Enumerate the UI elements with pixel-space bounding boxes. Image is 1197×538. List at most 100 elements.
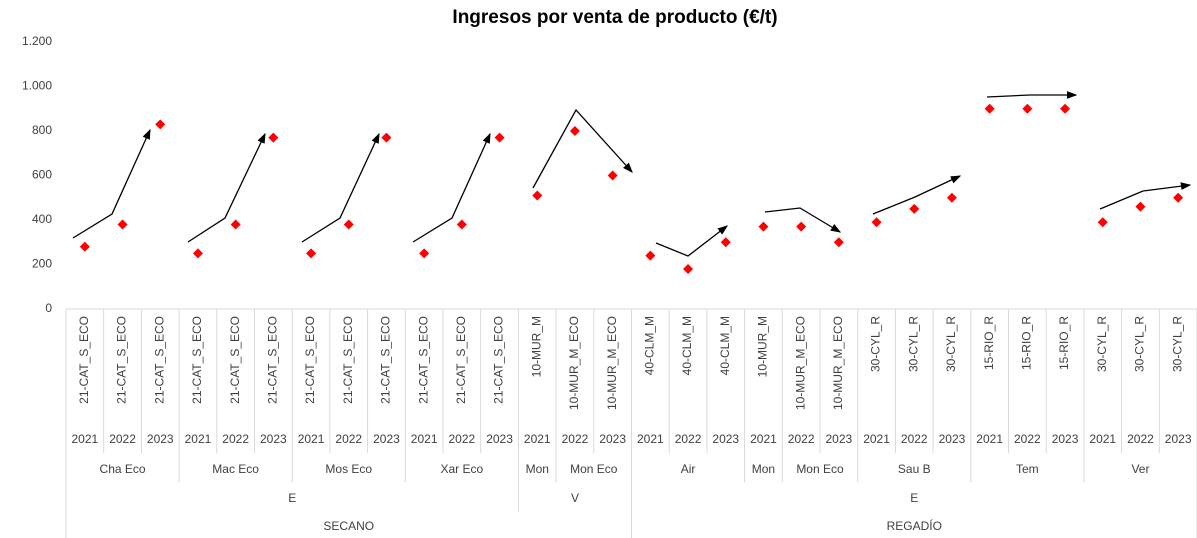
x-tick-label: 30-CYL_R xyxy=(906,316,920,372)
group-label: Mon xyxy=(752,462,775,476)
group-label: Mos Eco xyxy=(325,462,372,476)
year-label: 2021 xyxy=(185,432,212,446)
year-label: 2021 xyxy=(411,432,438,446)
x-tick-label: 21-CAT_S_ECO xyxy=(492,316,506,404)
x-tick-label: 40-CLM_M xyxy=(718,316,732,375)
marker xyxy=(1135,201,1146,212)
x-tick-label: 21-CAT_S_ECO xyxy=(379,316,393,404)
x-tick-label: 21-CAT_S_ECO xyxy=(77,316,91,404)
x-tick-label: 10-MUR_M_ECO xyxy=(605,316,619,410)
marker xyxy=(946,192,957,203)
marker xyxy=(645,250,656,261)
group-label: Sau B xyxy=(898,462,931,476)
x-tick-label: 40-CLM_M xyxy=(680,316,694,375)
group-label: Air xyxy=(681,462,696,476)
x-tick-label: 21-CAT_S_ECO xyxy=(266,316,280,404)
year-label: 2023 xyxy=(939,432,966,446)
x-tick-label: 21-CAT_S_ECO xyxy=(454,316,468,404)
marker xyxy=(155,119,166,130)
year-label: 2023 xyxy=(1052,432,1079,446)
year-label: 2021 xyxy=(863,432,890,446)
x-tick-label: 15-RIO_R xyxy=(1020,316,1034,370)
year-label: 2022 xyxy=(448,432,475,446)
x-tick-label: 30-CYL_R xyxy=(944,316,958,372)
x-tick-label: 21-CAT_S_ECO xyxy=(115,316,129,404)
marker xyxy=(419,248,430,259)
level-label: V xyxy=(571,491,579,505)
marker xyxy=(79,241,90,252)
x-tick-label: 21-CAT_S_ECO xyxy=(341,316,355,404)
marker xyxy=(1173,192,1184,203)
group-label: Xar Eco xyxy=(441,462,484,476)
group-label: Mon xyxy=(526,462,549,476)
chart-title: Ingresos por venta de producto (€/t) xyxy=(452,7,777,28)
marker xyxy=(268,132,279,143)
x-tick-label: 10-MUR_M_ECO xyxy=(831,316,845,410)
year-label: 2021 xyxy=(524,432,551,446)
year-label: 2023 xyxy=(825,432,852,446)
group-label: Mon Eco xyxy=(570,462,618,476)
year-label: 2023 xyxy=(373,432,400,446)
year-label: 2023 xyxy=(712,432,739,446)
marker xyxy=(306,248,317,259)
year-label: 2022 xyxy=(788,432,815,446)
marker xyxy=(909,203,920,214)
year-label: 2021 xyxy=(71,432,98,446)
marker xyxy=(343,219,354,230)
year-label: 2023 xyxy=(1165,432,1192,446)
marker xyxy=(796,221,807,232)
year-label: 2021 xyxy=(298,432,325,446)
x-tick-label: 30-CYL_R xyxy=(1170,316,1184,372)
year-label: 2023 xyxy=(147,432,174,446)
group-label: Ver xyxy=(1131,462,1149,476)
marker xyxy=(569,126,580,136)
marker xyxy=(456,219,467,230)
marker xyxy=(1097,217,1108,228)
marker xyxy=(117,219,128,230)
y-tick-label: 200 xyxy=(32,257,52,271)
x-tick-label: 10-MUR_M_ECO xyxy=(793,316,807,410)
y-tick-label: 400 xyxy=(32,212,52,226)
group-label: Mac Eco xyxy=(212,462,259,476)
level-label: E xyxy=(910,491,918,505)
y-tick-label: 600 xyxy=(32,168,52,182)
x-tick-label: 30-CYL_R xyxy=(1095,316,1109,372)
marker xyxy=(381,132,392,143)
year-label: 2022 xyxy=(109,432,136,446)
marker xyxy=(230,219,241,230)
year-label: 2021 xyxy=(1089,432,1116,446)
marker xyxy=(720,237,731,248)
marker xyxy=(683,263,694,274)
x-tick-label: 15-RIO_R xyxy=(1057,316,1071,370)
x-tick-label: 40-CLM_M xyxy=(643,316,657,375)
year-label: 2022 xyxy=(901,432,928,446)
year-label: 2023 xyxy=(486,432,513,446)
x-tick-label: 10-MUR_M_ECO xyxy=(567,316,581,410)
marker xyxy=(494,132,505,143)
group-label: Cha Eco xyxy=(100,462,146,476)
marker xyxy=(532,190,543,201)
system-label: SECANO xyxy=(323,519,374,533)
y-tick-label: 1.000 xyxy=(22,79,52,93)
x-tick-label: 21-CAT_S_ECO xyxy=(152,316,166,404)
trend-arrows xyxy=(72,91,1192,257)
x-tick-label: 10-MUR_M xyxy=(529,316,543,377)
year-label: 2021 xyxy=(750,432,777,446)
x-tick-label: 21-CAT_S_ECO xyxy=(228,316,242,404)
year-label: 2021 xyxy=(976,432,1003,446)
marker xyxy=(833,237,844,248)
y-tick-label: 0 xyxy=(45,301,52,315)
marker xyxy=(758,221,769,232)
y-tick-label: 1.200 xyxy=(22,34,52,48)
x-tick-label: 21-CAT_S_ECO xyxy=(303,316,317,404)
year-label: 2022 xyxy=(562,432,589,446)
group-label: Tem xyxy=(1016,462,1039,476)
x-tick-label: 10-MUR_M xyxy=(756,316,770,377)
marker xyxy=(984,103,995,114)
level-label: E xyxy=(288,491,296,505)
group-label: Mon Eco xyxy=(796,462,844,476)
x-tick-label: 21-CAT_S_ECO xyxy=(190,316,204,404)
marker xyxy=(192,248,203,259)
year-label: 2022 xyxy=(675,432,702,446)
